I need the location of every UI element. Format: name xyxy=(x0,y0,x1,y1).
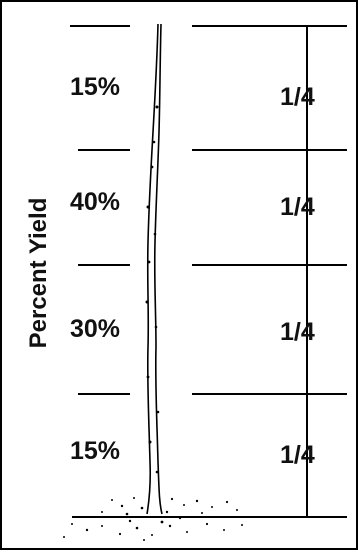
stem-right-edge xyxy=(153,23,163,515)
stem-bark-marks xyxy=(145,105,160,474)
fraction-label-section-1: 1/4 xyxy=(280,83,315,111)
percent-label-section-3: 30% xyxy=(70,315,121,343)
fraction-label-section-2: 1/4 xyxy=(280,193,315,221)
percent-label-section-4: 15% xyxy=(70,437,121,465)
tree-stem xyxy=(146,23,163,515)
fraction-label-section-4: 1/4 xyxy=(280,441,315,469)
right-dividers xyxy=(72,25,347,518)
fraction-label-section-3: 1/4 xyxy=(280,318,315,346)
percent-label-section-1: 15% xyxy=(70,73,121,101)
axis-title: Percent Yield xyxy=(25,197,52,349)
soil-speckles xyxy=(63,497,243,541)
left-dividers xyxy=(70,25,130,395)
percent-label-section-2: 40% xyxy=(70,188,121,216)
stem-left-edge xyxy=(146,23,159,515)
